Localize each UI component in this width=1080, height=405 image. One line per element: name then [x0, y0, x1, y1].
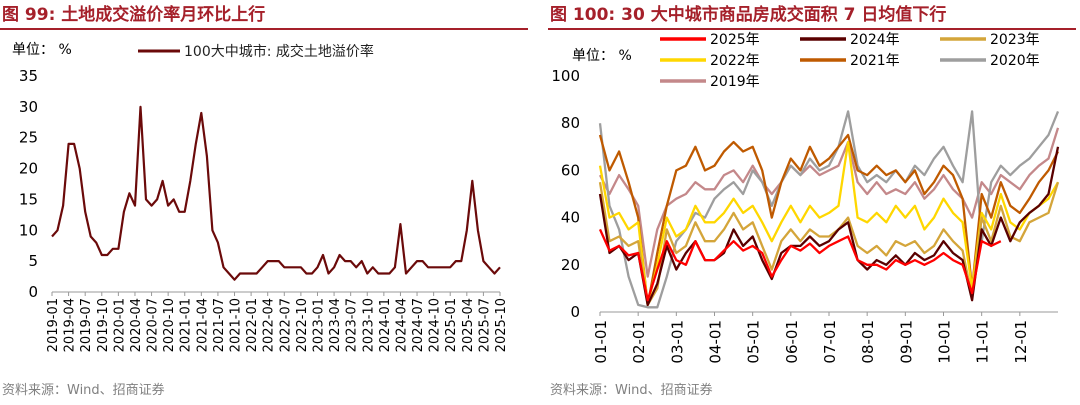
right-x-tick-label: 06-01	[783, 320, 801, 364]
left-x-tick-label: 2024-10	[428, 298, 443, 352]
left-x-tick-label: 2025-04	[461, 298, 476, 352]
right-x-tick-label: 05-01	[745, 320, 763, 364]
left-x-tick-label: 2019-07	[79, 298, 94, 352]
right-legend-label: 2021年	[850, 53, 900, 69]
left-x-tick-label: 2019-01	[46, 298, 61, 352]
right-legend-label: 2023年	[990, 32, 1040, 48]
left-chart-panel: 图 99: 土地成交溢价率月环比上行 单位： % 100大中城市: 成交土地溢价率…	[0, 0, 528, 405]
left-y-tick-label: 20	[19, 160, 38, 178]
right-legend-label: 2022年	[710, 53, 760, 69]
right-unit-label: 单位： %	[572, 48, 632, 64]
left-x-tick-label: 2020-01	[112, 298, 127, 352]
right-legend-label: 2025年	[710, 32, 760, 48]
left-x-tick-label: 2024-01	[378, 298, 393, 352]
left-x-tick-label: 2024-07	[411, 298, 426, 352]
right-x-tick-label: 01-01	[592, 320, 610, 364]
right-x-tick-label: 04-01	[707, 320, 725, 364]
right-x-tick-label: 10-01	[936, 320, 954, 364]
right-chart: 单位： % 2025年 2024年 2023年 2022年 2021年 2020年 2019年…	[551, 32, 1060, 364]
left-y-tick-label: 0	[28, 283, 38, 301]
right-legend-label: 2024年	[850, 32, 900, 48]
right-x-tick-label: 02-01	[630, 320, 648, 364]
left-x-tick-label: 2021-04	[195, 298, 210, 352]
left-x-tick-label: 2023-10	[361, 298, 376, 352]
right-series-line	[598, 146, 1060, 307]
right-series-line	[598, 127, 1060, 278]
right-y-tick-label: 40	[561, 209, 580, 227]
right-series-line	[598, 140, 1059, 307]
left-title-rule	[0, 28, 528, 30]
left-x-tick-label: 2023-04	[328, 298, 343, 352]
left-x-tick-label: 2022-01	[245, 298, 260, 352]
left-source-note: 资料来源：Wind、招商证券	[2, 383, 165, 398]
left-y-tick-label: 35	[19, 67, 38, 85]
left-y-tick-label: 25	[19, 129, 38, 147]
left-y-tick-label: 10	[19, 221, 38, 239]
left-x-tick-label: 2023-01	[311, 298, 326, 352]
right-title-rule	[548, 28, 1076, 30]
left-unit-label: 单位： %	[12, 42, 72, 58]
left-chart: 单位： % 100大中城市: 成交土地溢价率 0 5 10 15 20 25 30 35 2019-…	[12, 42, 509, 352]
right-x-tick-label: 11-01	[974, 320, 992, 364]
left-x-tick-label: 2019-10	[96, 298, 111, 352]
left-series-line	[51, 105, 501, 281]
left-x-tick-label: 2023-07	[345, 298, 360, 352]
left-y-tick-label: 15	[19, 190, 38, 208]
left-y-tick-label: 5	[28, 252, 38, 270]
right-source-note: 资料来源：Wind、招商证券	[550, 383, 713, 398]
right-x-tick-label: 03-01	[668, 320, 686, 364]
right-legend-label: 2020年	[990, 53, 1040, 69]
right-chart-title: 图 100: 30 大中城市商品房成交面积 7 日均值下行	[550, 5, 947, 25]
right-series-line	[598, 228, 1002, 302]
right-x-tick-label: 08-01	[859, 320, 877, 364]
left-x-tick-label: 2020-07	[146, 298, 161, 352]
right-y-tick-label: 20	[561, 256, 580, 274]
right-x-tick-label: 09-01	[897, 320, 915, 364]
left-x-tick-label: 2020-04	[129, 298, 144, 352]
left-x-tick-label: 2024-04	[394, 298, 409, 352]
left-legend-label: 100大中城市: 成交土地溢价率	[184, 43, 374, 60]
left-x-tick-label: 2025-10	[494, 298, 509, 352]
right-legend-label: 2019年	[710, 74, 760, 90]
left-x-tick-label: 2021-01	[179, 298, 194, 352]
left-x-tick-label: 2021-07	[212, 298, 227, 352]
right-y-tick-label: 80	[561, 114, 580, 132]
left-x-tick-label: 2025-01	[444, 298, 459, 352]
left-x-tick-label: 2022-07	[278, 298, 293, 352]
left-x-tick-label: 2019-04	[63, 298, 78, 352]
right-y-tick-label: 0	[570, 303, 580, 321]
right-series-line	[598, 181, 1060, 307]
left-y-tick-label: 30	[19, 98, 38, 116]
left-x-tick-label: 2021-10	[229, 298, 244, 352]
left-x-tick-label: 2025-07	[477, 298, 492, 352]
right-y-tick-label: 60	[561, 161, 580, 179]
right-y-tick-label: 100	[551, 67, 580, 85]
left-x-tick-label: 2020-10	[162, 298, 177, 352]
right-x-tick-label: 12-01	[1012, 320, 1030, 364]
left-x-tick-label: 2022-10	[295, 298, 310, 352]
right-x-tick-label: 07-01	[821, 320, 839, 364]
right-chart-panel: 图 100: 30 大中城市商品房成交面积 7 日均值下行 单位： % 2025年…	[548, 0, 1076, 405]
left-chart-title: 图 99: 土地成交溢价率月环比上行	[2, 5, 266, 25]
left-x-tick-label: 2022-04	[262, 298, 277, 352]
right-series-line	[598, 110, 1060, 309]
right-series-line	[598, 133, 1060, 307]
